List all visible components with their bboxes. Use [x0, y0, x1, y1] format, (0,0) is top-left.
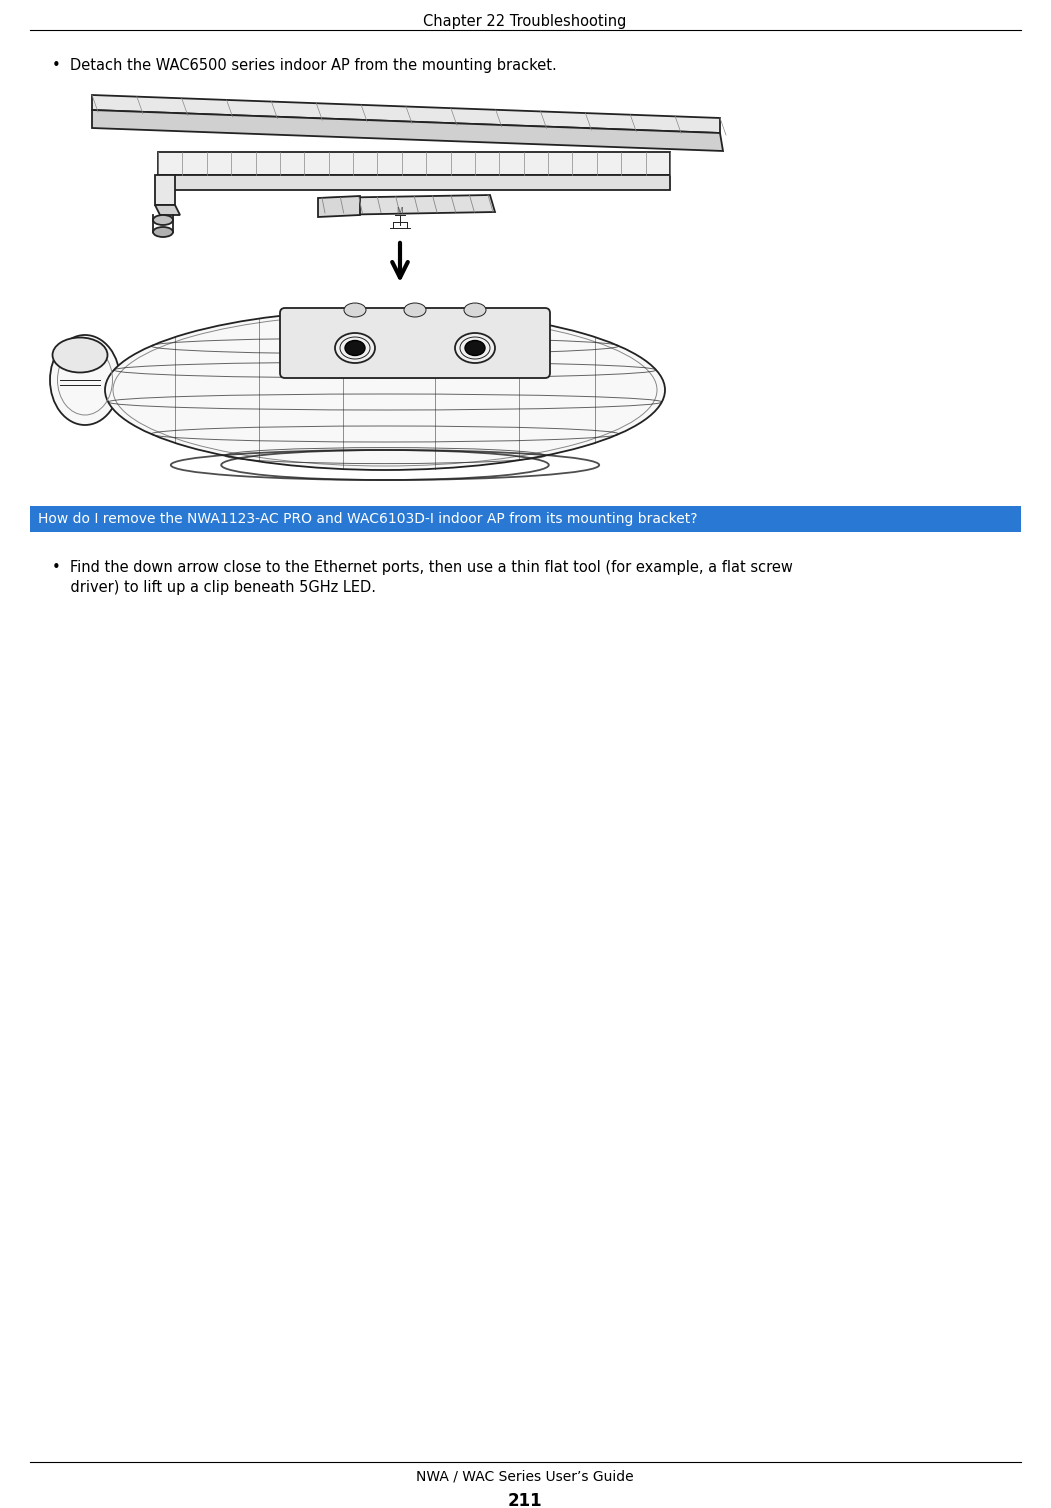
- Ellipse shape: [344, 303, 366, 317]
- Text: •  Detach the WAC6500 series indoor AP from the mounting bracket.: • Detach the WAC6500 series indoor AP fr…: [51, 57, 557, 72]
- Ellipse shape: [463, 303, 486, 317]
- Polygon shape: [158, 175, 669, 190]
- Ellipse shape: [153, 228, 173, 237]
- Text: 211: 211: [508, 1491, 542, 1508]
- Ellipse shape: [105, 311, 665, 470]
- Polygon shape: [92, 110, 723, 151]
- Ellipse shape: [404, 303, 426, 317]
- Ellipse shape: [153, 216, 173, 225]
- Ellipse shape: [345, 341, 365, 356]
- Polygon shape: [92, 95, 720, 133]
- Polygon shape: [154, 205, 180, 216]
- Ellipse shape: [465, 341, 485, 356]
- Polygon shape: [158, 152, 669, 175]
- Text: How do I remove the NWA1123-AC PRO and WAC6103D-I indoor AP from its mounting br: How do I remove the NWA1123-AC PRO and W…: [38, 513, 698, 526]
- Text: NWA / WAC Series User’s Guide: NWA / WAC Series User’s Guide: [416, 1470, 634, 1484]
- FancyBboxPatch shape: [280, 308, 550, 379]
- Text: driver) to lift up a clip beneath 5GHz LED.: driver) to lift up a clip beneath 5GHz L…: [51, 581, 376, 596]
- Text: Chapter 22 Troubleshooting: Chapter 22 Troubleshooting: [424, 14, 626, 29]
- Polygon shape: [318, 196, 360, 217]
- Bar: [30, 507, 1021, 532]
- Polygon shape: [154, 175, 176, 205]
- Ellipse shape: [53, 338, 107, 372]
- Polygon shape: [320, 195, 495, 216]
- Ellipse shape: [455, 333, 495, 363]
- Ellipse shape: [50, 335, 120, 425]
- Ellipse shape: [335, 333, 375, 363]
- Text: M: M: [396, 207, 404, 216]
- Text: •  Find the down arrow close to the Ethernet ports, then use a thin flat tool (f: • Find the down arrow close to the Ether…: [51, 559, 792, 575]
